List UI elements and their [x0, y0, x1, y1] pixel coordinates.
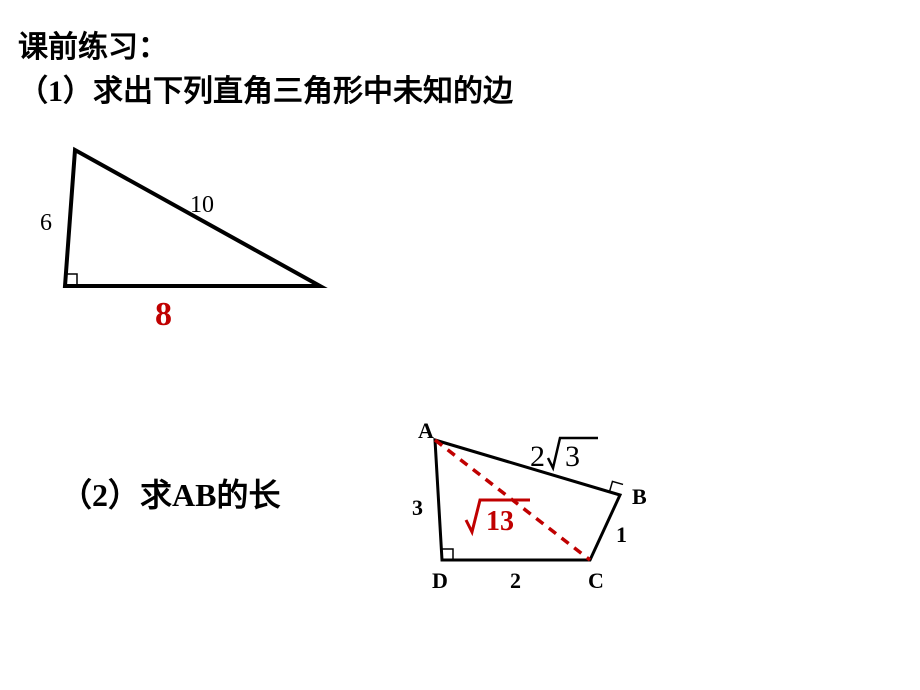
svg-text:3: 3: [565, 440, 580, 473]
side-ab-surd: 2 3: [530, 438, 598, 473]
side-cb-label: 1: [616, 522, 627, 548]
vertex-b: B: [632, 484, 647, 510]
vertex-a: A: [418, 418, 434, 444]
svg-text:13: 13: [486, 506, 514, 537]
vertex-c: C: [588, 568, 604, 594]
side-ad-label: 3: [412, 495, 423, 521]
vertex-d: D: [432, 568, 448, 594]
right-angle-marker-d: [442, 549, 453, 560]
quadrilateral: 2 3 13: [0, 0, 920, 690]
side-dc-label: 2: [510, 568, 521, 594]
diagonal-ac-surd: 13: [466, 500, 530, 537]
svg-text:2: 2: [530, 440, 545, 473]
